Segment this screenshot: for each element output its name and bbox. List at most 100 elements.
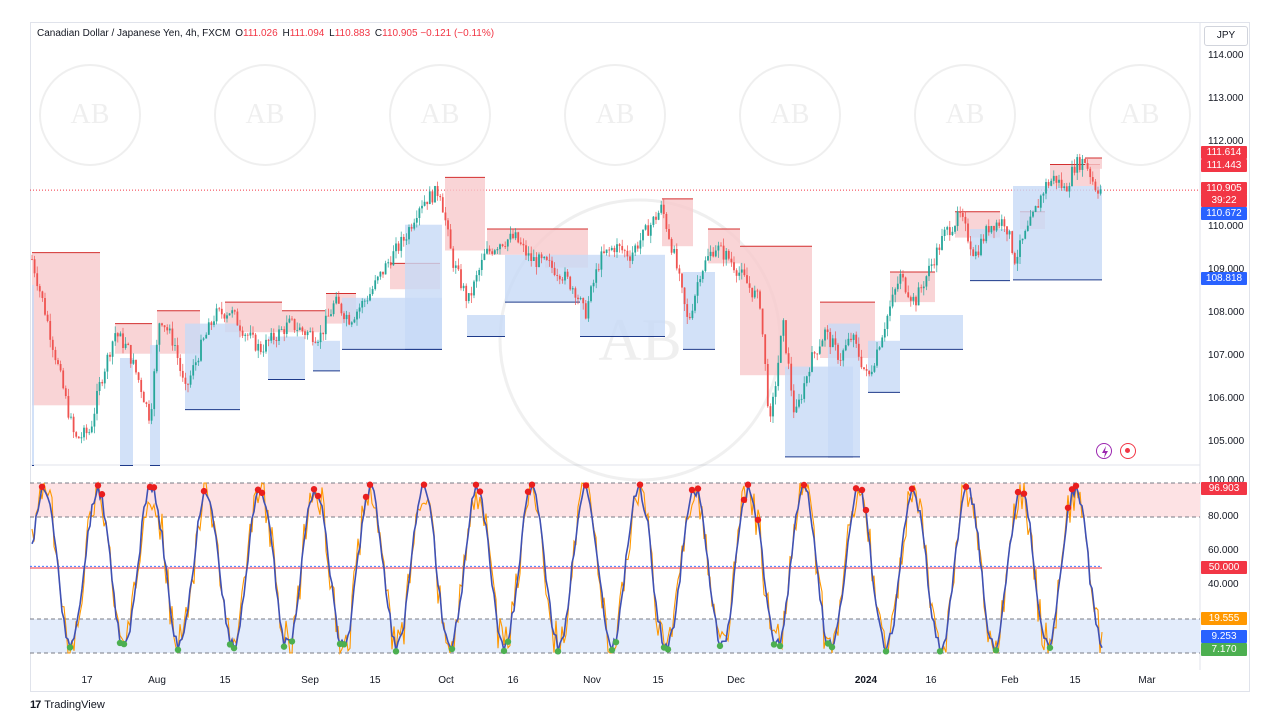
candle-body xyxy=(33,259,36,274)
candle-body xyxy=(1068,186,1071,192)
candle-body xyxy=(863,367,865,370)
candle-body xyxy=(564,271,566,281)
candle-body xyxy=(1060,179,1063,189)
candle-body xyxy=(356,311,358,320)
watermark-seal xyxy=(39,64,141,166)
osc-axis-label: 80.000 xyxy=(1208,511,1239,522)
candle-body xyxy=(122,333,124,348)
osc-axis-label: 40.000 xyxy=(1208,579,1239,590)
candle-body xyxy=(941,236,943,250)
candle-body xyxy=(530,253,533,262)
candle-body xyxy=(525,245,527,256)
candle-body xyxy=(995,222,998,231)
watermark-seal xyxy=(564,64,666,166)
candle-body xyxy=(590,286,592,302)
candle-body xyxy=(54,349,57,361)
candle-body xyxy=(935,247,938,266)
candle-body xyxy=(1058,179,1060,183)
candle-body xyxy=(870,371,873,375)
candle-body xyxy=(1091,177,1094,182)
oversold-marker xyxy=(288,638,296,645)
lightning-icon[interactable] xyxy=(1096,443,1112,459)
candle-body xyxy=(569,276,572,290)
osc-slow-line xyxy=(31,482,1103,654)
candle-body xyxy=(384,263,387,275)
oversold-marker xyxy=(936,648,944,655)
candle-body xyxy=(519,242,522,244)
candle-body xyxy=(314,341,317,343)
candle-body xyxy=(1011,231,1014,254)
close-value: 110.905 xyxy=(382,28,418,39)
symbol-legend[interactable]: Canadian Dollar / Japanese Yen, 4h, FXCM… xyxy=(37,28,494,39)
time-axis-label: 16 xyxy=(925,675,937,686)
candle-body xyxy=(168,328,171,331)
candle-body xyxy=(548,259,551,261)
candle-body xyxy=(605,249,608,253)
overbought-marker xyxy=(258,489,266,497)
candle-body xyxy=(777,362,780,387)
price-axis-label: 114.000 xyxy=(1208,50,1244,61)
candle-body xyxy=(772,396,774,417)
candle-body xyxy=(746,275,748,284)
candle-body xyxy=(665,213,668,229)
candle-body xyxy=(93,413,96,427)
candle-body xyxy=(1045,182,1047,194)
candle-body xyxy=(389,262,392,266)
candle-body xyxy=(426,201,429,205)
candle-body xyxy=(129,344,132,364)
candle-body xyxy=(233,310,236,312)
candle-body xyxy=(660,204,663,213)
candle-body xyxy=(90,426,93,433)
support-zone xyxy=(467,315,505,337)
candle-body xyxy=(629,256,631,261)
candle-body xyxy=(246,334,249,336)
candle-body xyxy=(701,270,704,280)
watermark-text: AB xyxy=(946,99,985,130)
support-zone xyxy=(1013,186,1102,280)
candle-body xyxy=(85,427,88,434)
candle-body xyxy=(727,250,730,259)
candle-body xyxy=(31,259,33,260)
record-icon[interactable] xyxy=(1120,443,1136,459)
candle-body xyxy=(824,329,826,341)
candle-body xyxy=(808,371,811,377)
candle-body xyxy=(467,293,470,302)
candle-body xyxy=(740,269,743,273)
candle-body xyxy=(722,245,725,260)
osc-tag-top: 96.903 xyxy=(1201,482,1247,495)
candle-body xyxy=(647,225,650,236)
watermark-text: AB xyxy=(71,99,110,130)
candle-body xyxy=(96,390,98,414)
candle-body xyxy=(538,254,540,268)
candle-body xyxy=(337,296,340,304)
footer-branding[interactable]: 17 TradingView xyxy=(30,699,105,711)
candle-body xyxy=(904,277,907,293)
candle-body xyxy=(1050,180,1053,186)
candle-body xyxy=(415,218,418,223)
candle-body xyxy=(759,291,761,309)
candle-body xyxy=(894,289,897,295)
candle-body xyxy=(340,303,343,314)
currency-button[interactable]: JPY xyxy=(1204,26,1248,46)
support-zone xyxy=(868,340,900,393)
candle-body xyxy=(621,245,624,251)
candle-body xyxy=(626,250,629,257)
resistance-zone xyxy=(115,323,152,354)
candle-body xyxy=(681,273,683,288)
overbought-marker xyxy=(962,483,970,491)
candle-body xyxy=(743,269,746,276)
candle-body xyxy=(751,287,754,298)
candle-body xyxy=(909,297,912,301)
oscillator-pane[interactable] xyxy=(30,481,1200,656)
candle-body xyxy=(439,195,442,198)
candle-body xyxy=(397,243,400,251)
candle-body xyxy=(228,313,231,316)
overbought-marker xyxy=(908,485,916,492)
candle-body xyxy=(584,303,587,319)
close-label: C xyxy=(374,28,383,39)
candle-body xyxy=(166,327,169,331)
oversold-marker xyxy=(448,645,456,653)
candle-body xyxy=(62,370,65,389)
